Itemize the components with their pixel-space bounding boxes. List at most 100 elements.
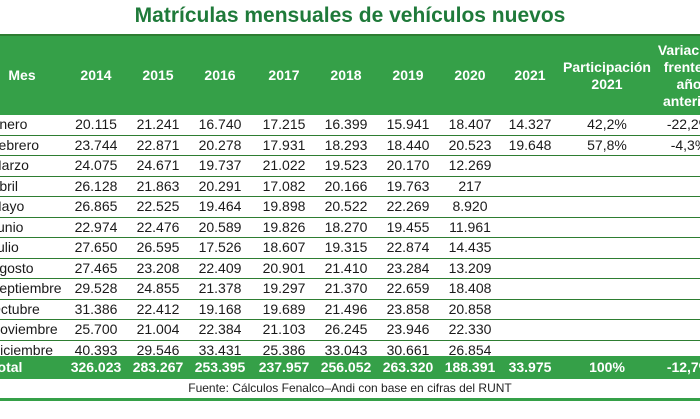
value-cell: 24.075 [74,157,118,173]
value-cell: 22.476 [136,218,180,235]
value-cell: 20.522 [324,198,368,214]
source-note: Fuente: Cálculos Fenalco–Andi con base e… [188,381,512,395]
month-cell: Mayo [0,198,25,214]
value-cell: 20.115 [75,116,117,132]
value-cell: 19.648 [508,136,552,153]
value-cell: 40.393 [74,341,118,358]
variacion-cell [654,218,700,237]
value-cell: 19.315 [324,239,368,255]
value-cell: 19.168 [198,300,242,317]
value-cell: 20.523 [448,136,492,153]
month-cell: Noviembre [0,321,58,337]
month-cell: Enero [0,116,28,132]
value-cell: 20.901 [262,259,306,276]
table-row: Agosto 27.465 23.208 22.409 20.901 21.410 23.2… [0,258,700,279]
value-cell: 8.920 [452,198,488,214]
table-row: Junio 22.974 22.476 20.589 19.826 18.270 19.45… [0,217,700,238]
value-cell: 21.103 [262,321,306,337]
header-variacion-line: anterior [662,92,700,109]
value-cell [502,320,558,339]
value-cell: 21.022 [262,157,306,173]
value-cell: 33.431 [198,341,242,358]
month-cell: Octubre [0,300,40,317]
month-cell: Agosto [0,259,34,276]
header-variacion-line: año [676,75,700,92]
table-row: Julio 27.650 26.595 17.526 18.607 19.315 22.87… [0,238,700,259]
participacion-cell [560,279,654,298]
value-cell: 33.043 [324,341,368,358]
value-cell: 12.269 [448,157,492,173]
header-year: 2014 [80,67,112,83]
table-header: Mes 2014 2015 2016 2017 2018 2019 2020 2… [0,36,700,115]
value-cell: 24.671 [136,157,180,173]
value-cell: 18.407 [448,116,492,132]
header-year: 2020 [454,67,486,83]
table-row: Septiembre 29.528 24.855 21.378 19.297 21.370… [0,279,700,300]
value-cell: 18.607 [262,239,306,255]
value-cell [502,177,558,196]
value-cell: 23.946 [386,321,430,337]
variacion-cell [654,320,700,339]
value-cell: 26.865 [74,198,118,214]
value-cell: 20.291 [198,177,242,194]
value-cell [502,259,558,278]
value-cell: 31.386 [74,300,118,317]
total-value: 256.052 [320,359,372,375]
value-cell: 22.269 [386,198,430,214]
participacion-cell: 57,8% [587,136,627,153]
value-cell: 25.700 [74,321,118,337]
total-value: 188.391 [444,359,496,375]
value-cell: 23.744 [74,136,118,153]
variacion-cell [654,238,700,257]
value-cell: 21.241 [136,116,180,132]
total-value: 263.320 [382,359,434,375]
value-cell: 21.496 [324,300,368,317]
participacion-cell [560,218,654,237]
participacion-cell [560,320,654,339]
value-cell: 23.284 [386,259,430,276]
header-year: 2017 [268,67,300,83]
participacion-cell [560,156,654,175]
value-cell: 18.293 [324,136,368,153]
header-year: 2015 [142,67,174,83]
value-cell: 26.245 [324,321,368,337]
value-cell: 22.409 [198,259,242,276]
value-cell: 21.410 [324,259,368,276]
total-participacion: 100% [589,359,625,375]
variacion-cell: -22,2% [666,116,700,132]
value-cell: 21.004 [136,321,180,337]
value-cell: 17.215 [262,116,306,132]
variacion-cell [654,300,700,319]
value-cell [502,279,558,298]
value-cell: 217 [458,177,482,194]
value-cell: 17.082 [262,177,306,194]
value-cell: 19.826 [262,218,306,235]
table-row: Diciembre 40.393 29.546 33.431 25.386 33.043 3… [0,340,700,361]
table-row: Febrero 23.744 22.871 20.278 17.931 18.293 18.… [0,135,700,156]
value-cell [502,300,558,319]
header-year: 2021 [514,67,546,83]
value-cell: 29.528 [74,280,118,296]
value-cell: 19.737 [198,157,242,173]
total-value: 33.975 [508,359,552,375]
header-variacion: Variación frente a año anterior [654,36,700,115]
header-year: 2019 [392,67,424,83]
month-cell: Febrero [0,136,40,153]
value-cell: 20.170 [386,157,430,173]
value-cell: 22.871 [136,136,180,153]
month-cell: Diciembre [0,341,54,358]
participacion-cell [560,238,654,257]
value-cell [502,218,558,237]
month-cell: Septiembre [0,280,62,296]
bottom-rule [0,398,700,401]
value-cell: 22.412 [136,300,180,317]
value-cell: 23.858 [386,300,430,317]
total-value: 283.267 [132,359,184,375]
header-year: 2016 [204,67,236,83]
value-cell: 22.384 [198,321,242,337]
value-cell: 18.270 [324,218,368,235]
value-cell [502,156,558,175]
participacion-cell [560,259,654,278]
total-label: Total [0,359,23,375]
participacion-cell: 42,2% [587,116,627,132]
